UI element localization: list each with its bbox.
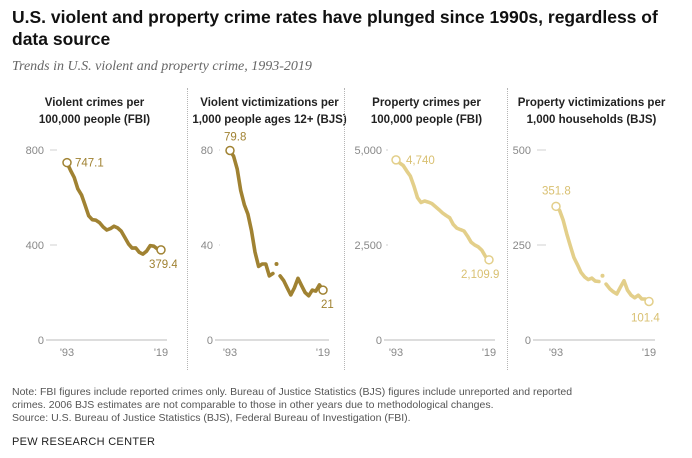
note-line: Note: FBI figures include reported crime… xyxy=(12,386,573,398)
series-line-segment xyxy=(228,148,275,278)
end-value-label: 101.4 xyxy=(631,312,660,324)
start-point-marker xyxy=(391,155,401,165)
end-point-marker xyxy=(644,296,654,307)
y-tick-label: 0 xyxy=(207,335,213,347)
panel-property-crimes-fbi: Property crimes per 100,000 people (FBI)… xyxy=(344,88,509,373)
series-line-segment xyxy=(65,160,163,256)
x-tick-label-end: '19 xyxy=(482,347,496,359)
panel-title-line1: Property victimizations per xyxy=(517,97,666,109)
x-tick-label-end: '19 xyxy=(642,347,656,359)
chart-property-victimizations-bjs: 0 250 500 '93 '19 351.8 101.4 xyxy=(513,145,661,359)
x-tick-label-start: '93 xyxy=(549,347,563,359)
y-tick-label: 80 xyxy=(201,145,213,157)
x-tick-label-end: '19 xyxy=(316,347,330,359)
chart-title: U.S. violent and property crime rates ha… xyxy=(12,7,658,49)
panel-violent-victimizations-bjs: Violent victimizations per 1,000 people … xyxy=(187,88,352,373)
non-comparable-year-point xyxy=(274,262,279,266)
pew-credit: PEW RESEARCH CENTER xyxy=(12,436,156,448)
start-point-marker xyxy=(62,157,72,168)
chart-violent-crimes-fbi: 0 400 800 '93 '19 747.1 379.4 xyxy=(26,145,177,359)
chart-property-crimes-fbi: 0 2,500 5,000 '93 '19 4,740 2,109.9 xyxy=(354,145,499,359)
panel-title-line1: Violent crimes per xyxy=(44,97,145,109)
y-tick-label: 40 xyxy=(201,240,213,252)
non-comparable-year-point xyxy=(600,273,605,278)
series-line-segment xyxy=(604,278,651,304)
panel-title: Violent crimes per 100,000 people (FBI) xyxy=(12,95,177,129)
start-value-label: 79.8 xyxy=(224,131,246,143)
panel-title-line2: 100,000 people (FBI) xyxy=(38,114,151,126)
panel-divider xyxy=(187,88,188,370)
panel-property-victimizations-bjs: Property victimizations per 1,000 househ… xyxy=(509,88,674,373)
end-value-label: 21 xyxy=(321,299,334,311)
panel-divider xyxy=(507,88,508,370)
panel-title-line2: 1,000 households (BJS) xyxy=(526,114,657,126)
start-value-label: 4,740 xyxy=(406,155,435,167)
end-point-marker xyxy=(318,285,328,295)
note-line: crimes. 2006 BJS estimates are not compa… xyxy=(12,399,494,411)
chart-violent-victimizations-bjs: 0 40 80 '93 '19 79.8 21 xyxy=(201,131,334,359)
panel-title: Violent victimizations per 1,000 people … xyxy=(187,95,352,129)
end-point-marker xyxy=(156,245,166,255)
end-point-marker xyxy=(484,255,494,265)
panel-title-line1: Violent victimizations per xyxy=(200,97,339,109)
series-line-segment xyxy=(278,274,325,298)
y-tick-label: 400 xyxy=(26,240,44,252)
source-line: Source: U.S. Bureau of Justice Statistic… xyxy=(12,412,411,424)
panel-divider xyxy=(344,88,345,370)
end-value-label: 2,109.9 xyxy=(461,269,499,281)
start-value-label: 747.1 xyxy=(75,158,104,170)
y-tick-label: 0 xyxy=(525,335,531,347)
x-tick-label-end: '19 xyxy=(154,347,168,359)
y-tick-label: 800 xyxy=(26,145,44,157)
panel-title-line1: Property crimes per xyxy=(372,97,481,109)
y-tick-label: 2,500 xyxy=(354,240,382,252)
panel-title-line2: 100,000 people (FBI) xyxy=(370,114,483,126)
panel-title: Property crimes per 100,000 people (FBI) xyxy=(344,95,509,129)
start-point-marker xyxy=(551,201,561,212)
y-tick-label: 5,000 xyxy=(354,145,382,157)
panel-violent-crimes-fbi: Violent crimes per 100,000 people (FBI) … xyxy=(12,88,177,373)
x-tick-label-start: '93 xyxy=(60,347,74,359)
y-tick-label: 500 xyxy=(513,145,531,157)
y-tick-label: 250 xyxy=(513,240,531,252)
panel-title: Property victimizations per 1,000 househ… xyxy=(509,95,674,129)
start-value-label: 351.8 xyxy=(542,185,571,197)
end-value-label: 379.4 xyxy=(149,259,177,271)
y-tick-label: 0 xyxy=(376,335,382,347)
y-tick-label: 0 xyxy=(38,335,44,347)
x-tick-label-start: '93 xyxy=(223,347,237,359)
panel-title-line2: 1,000 people ages 12+ (BJS) xyxy=(192,114,347,126)
chart-subtitle: Trends in U.S. violent and property crim… xyxy=(12,59,312,74)
series-line-segment xyxy=(554,204,601,284)
start-point-marker xyxy=(225,145,235,156)
series-line-segment xyxy=(394,158,491,262)
chart-note: Note: FBI figures include reported crime… xyxy=(12,386,682,425)
x-tick-label-start: '93 xyxy=(389,347,403,359)
